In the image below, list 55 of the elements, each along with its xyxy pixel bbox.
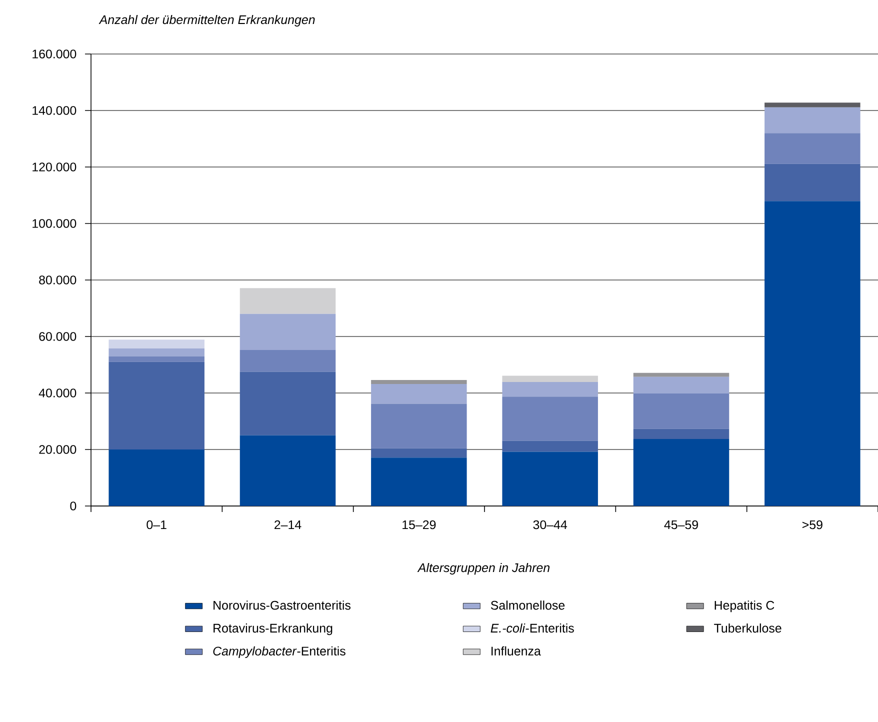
bar	[371, 458, 467, 506]
bar	[371, 380, 467, 384]
bar	[633, 439, 730, 506]
bar	[633, 394, 730, 429]
y-tick-label: 60.000	[39, 332, 76, 341]
x-tick-label: 45–59	[664, 520, 698, 530]
bar	[764, 102, 860, 108]
bar	[108, 362, 204, 450]
bar	[764, 107, 860, 134]
bar	[502, 396, 598, 441]
y-axis-title: Anzahl der übermittelten Erkrankungen	[98, 14, 315, 27]
bar	[764, 201, 860, 506]
y-tick-label: 160.000	[32, 50, 76, 58]
legend-label: Influenza	[492, 646, 541, 656]
y-tick-label: 100.000	[32, 219, 76, 228]
y-tick-label: 0	[70, 502, 76, 510]
bar	[240, 288, 336, 314]
legend-label: Rotavirus-Erkrankung	[214, 623, 332, 636]
x-tick-label: >59	[802, 520, 822, 530]
bar	[108, 356, 204, 362]
x-tick-label: 15–29	[402, 520, 436, 530]
bar	[240, 314, 336, 350]
bar	[633, 372, 730, 377]
bar	[502, 382, 598, 397]
bar	[108, 348, 204, 356]
x-axis-title: Altersgruppen in Jahren	[417, 562, 550, 575]
y-tick-label: 40.000	[38, 388, 76, 398]
bar	[633, 428, 730, 440]
bar	[240, 372, 336, 436]
bar	[633, 376, 730, 394]
legend-label: Hepatitis C	[714, 600, 774, 612]
bar	[371, 384, 467, 404]
x-tick-label: 30–44	[533, 520, 568, 530]
bar	[240, 350, 336, 372]
legend-label: Tuberkulose	[714, 623, 782, 633]
x-tick-label: 0–1	[146, 520, 166, 530]
bar	[764, 164, 860, 202]
legend-label: Norovirus-Gastroenteritis	[214, 600, 351, 610]
y-tick-label: 20.000	[39, 445, 76, 454]
legend-label: Campylobacter-Enteritis	[213, 646, 346, 658]
bar	[240, 435, 336, 506]
y-tick-label: 120.000	[32, 162, 76, 172]
x-tick-label: 2–14	[274, 520, 302, 530]
bar	[764, 133, 860, 164]
bar	[502, 376, 598, 382]
bar	[502, 452, 598, 506]
legend-label: E.-coli-Enteritis	[490, 623, 574, 633]
bar	[371, 448, 467, 458]
bar	[108, 340, 204, 348]
bar	[108, 449, 204, 506]
bar	[502, 440, 598, 452]
bar	[371, 404, 467, 448]
y-tick-label: 140.000	[32, 106, 76, 115]
y-tick-label: 80.000	[39, 276, 76, 284]
legend-label: Salmonellose	[490, 600, 565, 610]
